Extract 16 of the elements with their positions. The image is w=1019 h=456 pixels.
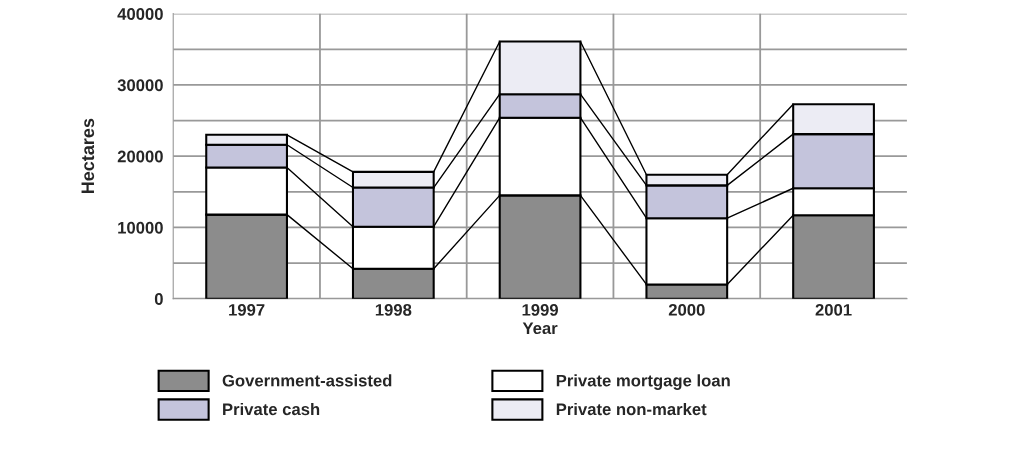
y-tick-label: 10000 bbox=[118, 221, 163, 234]
y-tick-label: 0 bbox=[154, 293, 163, 305]
legend-label: Government-assisted bbox=[222, 374, 392, 387]
legend-label: Private mortgage loan bbox=[556, 374, 730, 390]
x-tick-label: 1997 bbox=[229, 303, 265, 316]
x-axis-title: Year bbox=[522, 322, 558, 335]
y-tick-label: 40000 bbox=[117, 8, 163, 20]
x-tick-label: 2000 bbox=[668, 303, 705, 316]
legend-label: Private non-market bbox=[556, 402, 707, 416]
x-tick-label: 1999 bbox=[522, 303, 558, 316]
y-tick-label: 30000 bbox=[117, 79, 163, 92]
x-tick-label: 2001 bbox=[815, 303, 852, 316]
legend-label: Private cash bbox=[223, 402, 320, 416]
y-tick-label: 20000 bbox=[117, 150, 163, 163]
y-axis-title: Hectares bbox=[81, 118, 95, 194]
x-tick-label: 1998 bbox=[375, 303, 412, 316]
